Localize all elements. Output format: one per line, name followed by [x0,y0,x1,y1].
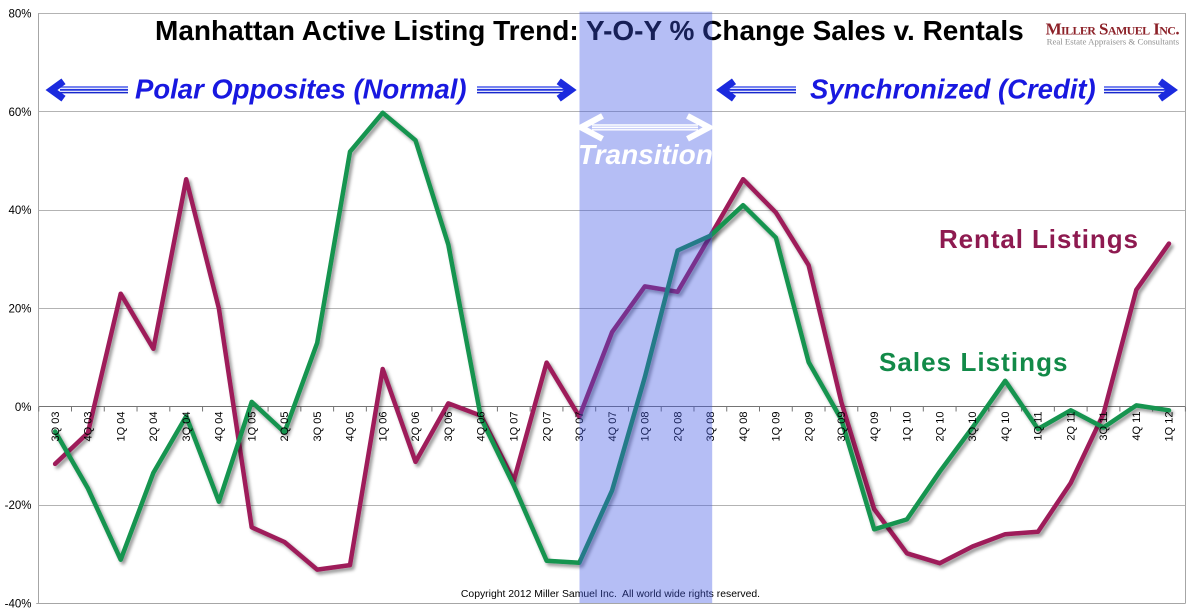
svg-text:Transition: Transition [578,139,713,170]
svg-text:4Q 07: 4Q 07 [607,412,619,442]
svg-text:Rental Listings: Rental Listings [939,224,1139,254]
svg-text:2Q 06: 2Q 06 [410,412,422,442]
svg-text:Polar Opposites (Normal): Polar Opposites (Normal) [135,74,467,105]
svg-text:1Q 04: 1Q 04 [115,412,127,442]
svg-text:4Q 06: 4Q 06 [476,412,488,442]
svg-text:4Q 04: 4Q 04 [214,412,226,442]
svg-text:3Q 05: 3Q 05 [312,412,324,442]
svg-text:20%: 20% [8,304,31,316]
svg-text:1Q 11: 1Q 11 [1033,412,1045,441]
svg-text:3Q 06: 3Q 06 [443,412,455,442]
svg-text:2Q 07: 2Q 07 [541,412,553,442]
svg-text:1Q 09: 1Q 09 [771,412,783,442]
svg-text:3Q 07: 3Q 07 [574,412,586,442]
svg-text:80%: 80% [8,9,31,21]
svg-text:3Q 11: 3Q 11 [1098,412,1110,441]
svg-text:4Q 03: 4Q 03 [83,412,95,442]
svg-text:3Q 09: 3Q 09 [836,412,848,442]
svg-text:40%: 40% [8,205,31,217]
svg-text:1Q 10: 1Q 10 [902,412,914,442]
svg-text:4Q 10: 4Q 10 [1000,412,1012,442]
svg-text:60%: 60% [8,107,31,119]
svg-text:4Q 08: 4Q 08 [738,412,750,442]
svg-text:2Q 04: 2Q 04 [148,412,160,442]
svg-text:2Q 05: 2Q 05 [279,412,291,442]
svg-text:Synchronized (Credit): Synchronized (Credit) [810,74,1096,105]
svg-text:Copyright 2012 Miller Samuel I: Copyright 2012 Miller Samuel Inc. All wo… [461,589,760,600]
svg-text:2Q 10: 2Q 10 [934,412,946,442]
svg-text:-40%: -40% [5,599,32,611]
svg-text:2Q 08: 2Q 08 [672,412,684,442]
svg-text:4Q 05: 4Q 05 [345,412,357,442]
svg-text:Manhattan Active Listing Trend: Manhattan Active Listing Trend: Y-O-Y % … [155,15,1024,46]
svg-text:-20%: -20% [5,500,32,512]
svg-text:1Q 06: 1Q 06 [377,412,389,442]
svg-text:Real Estate Appraisers & Consu: Real Estate Appraisers & Consultants [1047,37,1180,47]
svg-text:3Q 04: 3Q 04 [181,412,193,442]
svg-text:2Q 09: 2Q 09 [803,412,815,442]
svg-text:4Q 09: 4Q 09 [869,412,881,442]
svg-text:3Q 10: 3Q 10 [967,412,979,442]
svg-text:1Q 12: 1Q 12 [1164,412,1176,442]
svg-text:1Q 08: 1Q 08 [640,412,652,442]
svg-text:3Q 03: 3Q 03 [50,412,62,442]
svg-text:1Q 07: 1Q 07 [509,412,521,442]
svg-text:2Q 11: 2Q 11 [1065,412,1077,441]
svg-text:3Q 08: 3Q 08 [705,412,717,442]
svg-text:Miller Samuel Inc.: Miller Samuel Inc. [1046,20,1180,39]
svg-text:0%: 0% [15,402,32,414]
svg-text:1Q 05: 1Q 05 [246,412,258,442]
svg-text:Sales Listings: Sales Listings [879,347,1069,377]
svg-text:4Q 11: 4Q 11 [1131,412,1143,441]
